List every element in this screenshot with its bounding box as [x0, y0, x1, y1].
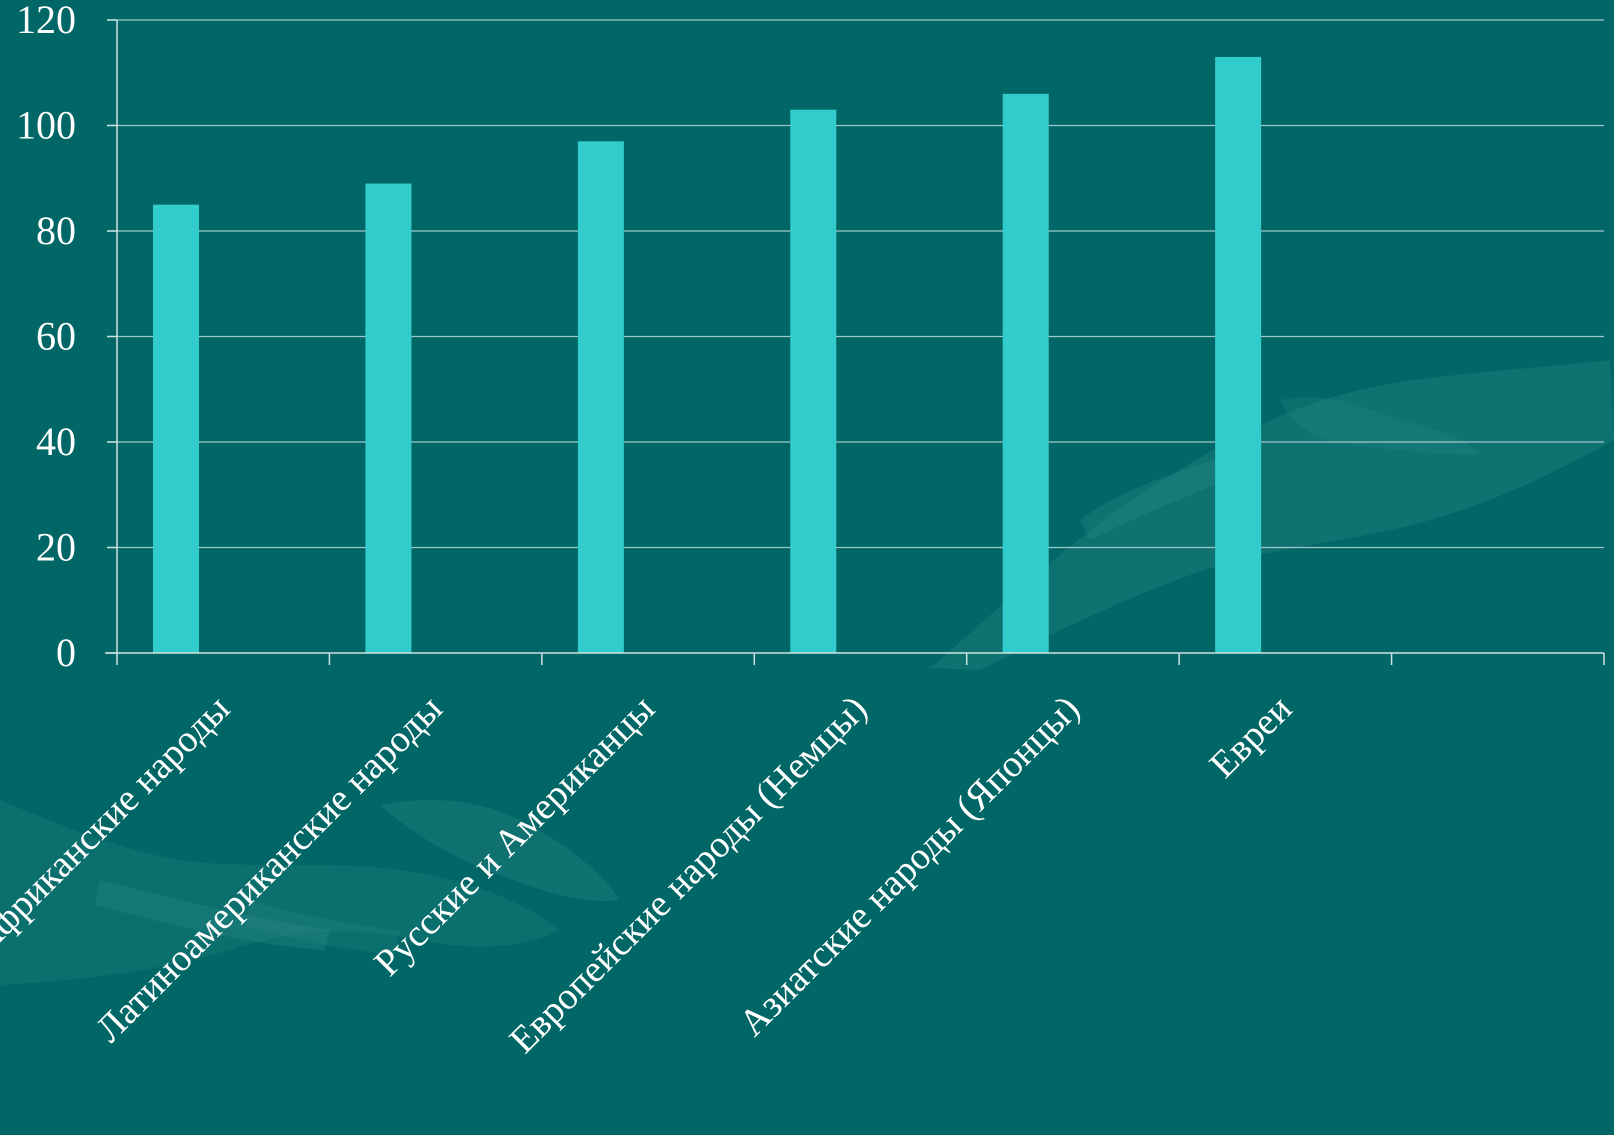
gridlines — [117, 19, 1604, 549]
decor-shape — [95, 880, 330, 950]
axes — [105, 19, 1605, 665]
decor-shape — [930, 360, 1614, 670]
y-tick-label: 100 — [16, 103, 76, 148]
decor-shape — [1280, 397, 1480, 455]
bar — [1215, 56, 1262, 654]
bar — [153, 204, 199, 653]
bar — [1002, 93, 1049, 654]
y-tick-label: 20 — [36, 525, 76, 570]
y-axis-ticks: 0 20 40 60 80 100 120 — [16, 0, 76, 675]
decor-shape — [0, 800, 560, 985]
y-tick-label: 60 — [36, 314, 76, 359]
x-category-label: Азиатские народы (Японцы) — [731, 688, 1088, 1045]
decor-shape — [380, 800, 620, 901]
x-category-label: Евреи — [1202, 688, 1301, 787]
background-decoration — [0, 360, 1614, 985]
bars — [153, 56, 1262, 654]
decor-shape — [245, 900, 400, 955]
y-tick-label: 0 — [56, 630, 76, 675]
y-tick-label: 80 — [36, 208, 76, 253]
bar — [790, 109, 837, 654]
bar — [365, 183, 412, 653]
y-tick-label: 40 — [36, 419, 76, 464]
y-tick-label: 120 — [16, 0, 76, 42]
decor-shape — [1080, 455, 1240, 540]
bar — [577, 141, 624, 653]
